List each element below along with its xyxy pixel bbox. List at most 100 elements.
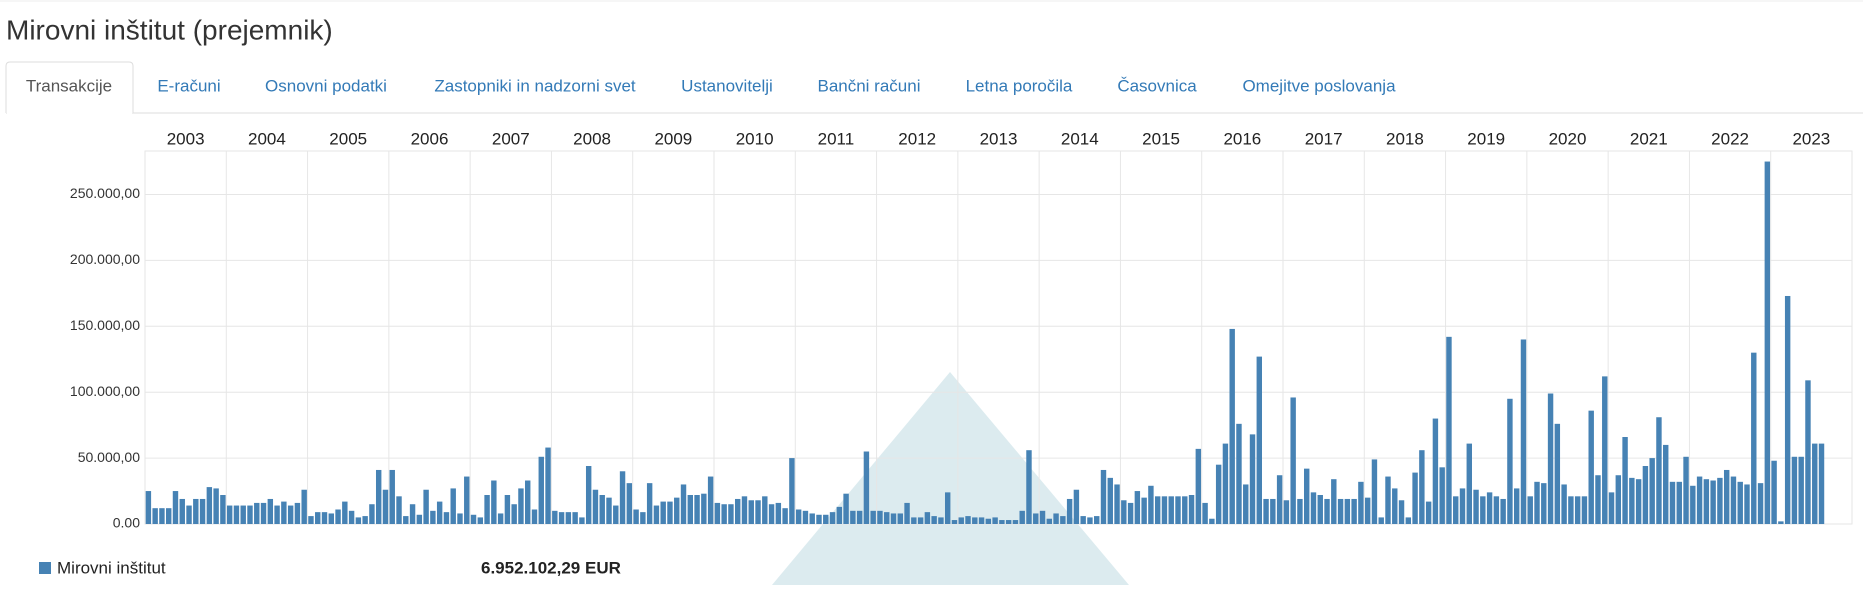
bar — [1764, 161, 1771, 524]
bar — [389, 469, 395, 524]
bar — [450, 488, 456, 524]
bar — [1073, 489, 1080, 524]
bar — [1243, 484, 1249, 524]
bar — [443, 512, 450, 524]
bar — [1656, 417, 1662, 524]
bar — [1432, 418, 1439, 524]
tab[interactable]: Osnovni podatki — [265, 76, 387, 95]
bar — [477, 517, 484, 524]
bar — [782, 508, 788, 524]
bar — [464, 476, 470, 524]
bar — [1419, 450, 1425, 524]
bar — [694, 495, 700, 524]
bar — [1026, 450, 1032, 524]
bar — [931, 516, 937, 524]
tab[interactable]: Ustanovitelji — [681, 76, 773, 95]
tab[interactable]: Bančni računi — [817, 76, 920, 95]
bar — [904, 502, 910, 524]
bar — [768, 504, 775, 524]
bar — [1500, 498, 1506, 524]
bar — [1480, 496, 1486, 524]
bar — [1398, 500, 1405, 524]
bar — [579, 517, 585, 524]
bar — [1094, 516, 1100, 524]
bar — [1127, 502, 1134, 524]
bar — [1019, 510, 1025, 524]
bar — [789, 458, 795, 524]
bar — [755, 500, 761, 524]
bar — [1602, 376, 1608, 524]
bar — [1493, 496, 1500, 524]
bar — [1798, 456, 1804, 524]
bar — [999, 520, 1005, 524]
bar — [193, 498, 199, 524]
bar — [558, 512, 565, 524]
active-tab — [5, 61, 134, 113]
bar — [728, 504, 734, 524]
bar — [748, 500, 754, 524]
bar — [1568, 496, 1574, 524]
bar — [497, 513, 504, 524]
bar — [917, 517, 924, 524]
bar — [362, 516, 368, 524]
bar — [1378, 517, 1384, 524]
bar — [321, 512, 328, 524]
bar — [206, 487, 213, 524]
bar — [1805, 380, 1811, 524]
x-tick-label: 2020 — [1549, 129, 1587, 148]
bar — [823, 514, 829, 524]
bar — [1622, 437, 1628, 524]
bar — [1364, 497, 1371, 524]
bar — [1222, 443, 1229, 524]
bar — [870, 510, 876, 524]
bar — [1344, 498, 1351, 524]
bar — [1696, 476, 1703, 524]
bar — [1446, 336, 1452, 524]
bar — [260, 502, 267, 524]
bar — [924, 512, 931, 524]
bar — [619, 471, 626, 524]
bar — [1513, 488, 1520, 524]
bar — [674, 497, 680, 524]
bar — [1425, 501, 1432, 524]
bar — [1818, 443, 1825, 524]
bar — [552, 510, 558, 524]
bar — [1791, 456, 1798, 524]
bar — [382, 489, 389, 524]
tab[interactable]: Letna poročila — [966, 76, 1073, 95]
x-tick-label: 2010 — [736, 129, 774, 148]
bar — [1107, 477, 1113, 524]
tab[interactable]: Transakcije — [26, 76, 112, 95]
bar — [409, 504, 416, 524]
bar — [1276, 475, 1283, 524]
bar — [1405, 517, 1412, 524]
bar — [247, 505, 253, 524]
bar — [1730, 476, 1737, 524]
bar — [721, 504, 727, 524]
legend-total: 6.952.102,29 EUR — [481, 558, 621, 577]
x-tick-label: 2004 — [248, 129, 286, 148]
bar — [1744, 484, 1750, 524]
tab[interactable]: Zastopniki in nadzorni svet — [434, 76, 636, 95]
bar — [1080, 516, 1086, 524]
bar — [1012, 520, 1019, 524]
x-tick-label: 2023 — [1792, 129, 1830, 148]
bar — [938, 517, 944, 524]
bar — [1033, 513, 1039, 524]
bar — [1412, 472, 1418, 524]
bar — [1737, 481, 1743, 524]
bar — [897, 513, 903, 524]
bar — [592, 489, 599, 524]
bar — [1541, 483, 1547, 524]
tab[interactable]: E-računi — [157, 76, 220, 95]
bar — [1629, 477, 1635, 524]
bar — [829, 512, 836, 524]
bar — [1182, 496, 1188, 524]
bar — [315, 512, 321, 524]
x-tick-label: 2017 — [1305, 129, 1343, 148]
bar — [877, 510, 883, 524]
bar — [572, 512, 578, 524]
tab[interactable]: Omejitve poslovanja — [1242, 76, 1396, 95]
tab[interactable]: Časovnica — [1117, 76, 1197, 95]
bar — [199, 498, 206, 524]
